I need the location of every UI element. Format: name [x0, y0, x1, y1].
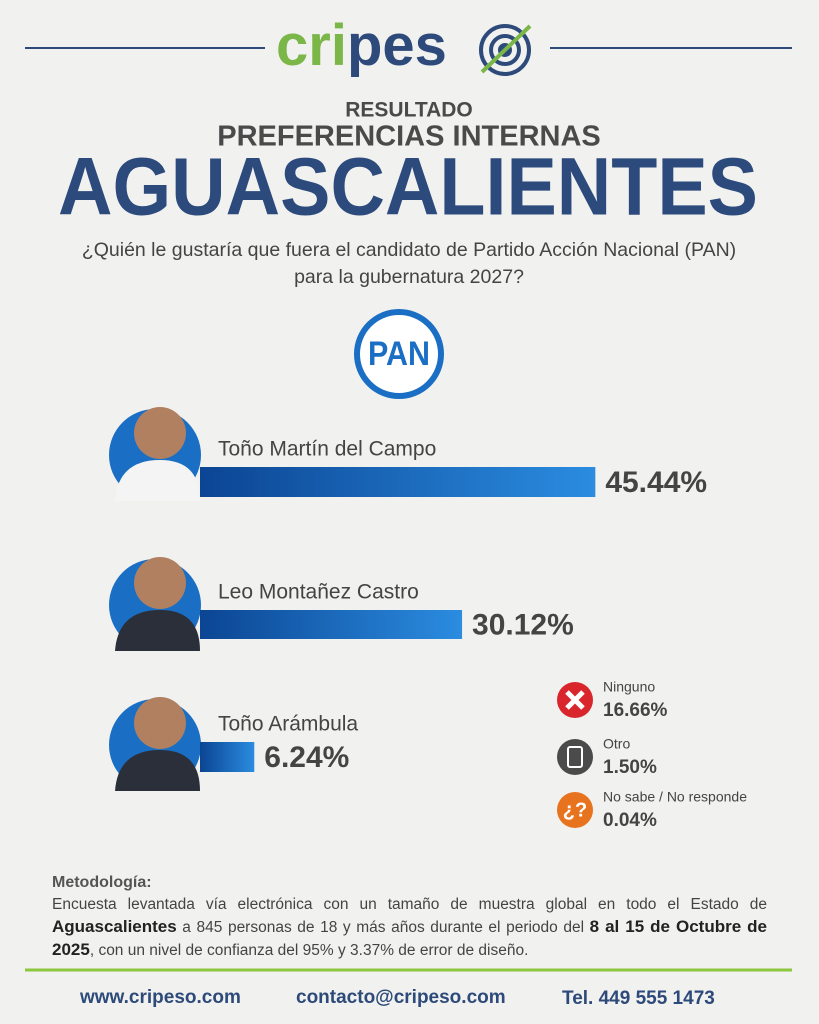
logo: cripes — [276, 13, 447, 78]
other-label: Otro — [603, 736, 630, 752]
party-logo — [354, 309, 444, 399]
bar — [200, 610, 463, 639]
photo-body — [115, 610, 200, 651]
other-value: 16.66% — [603, 700, 668, 721]
footer-phone: Tel. 449 555 1473 — [562, 988, 715, 1009]
subtitle: para la gubernatura 2027? — [294, 266, 524, 288]
title: AGUASCALIENTES — [58, 142, 758, 233]
other-value: 1.50% — [603, 757, 657, 778]
category-label: Toño Arámbula — [218, 713, 358, 736]
other-label: No sabe / No responde — [603, 789, 747, 805]
methodology-text: , con un nivel de confianza del 95% y 3.… — [89, 942, 529, 959]
methodology-text: Aguascalientes — [52, 917, 177, 936]
photo-head — [134, 407, 186, 459]
methodology: Metodología: Encuesta levantada vía elect… — [52, 872, 767, 962]
methodology-text: 8 al 15 de Octubre de 2025 — [52, 917, 767, 959]
party-name: PAN — [368, 335, 430, 373]
other-label: Ninguno — [603, 679, 655, 695]
value-label: 6.24% — [264, 741, 349, 774]
logo-part: pes — [347, 13, 447, 78]
footer-email: contacto@cripeso.com — [296, 987, 506, 1008]
bar — [200, 467, 596, 497]
other-value: 0.04% — [603, 810, 657, 831]
supertitle: PREFERENCIAS INTERNAS — [217, 121, 601, 153]
methodology-text: Encuesta levantada vía electrónica con u… — [52, 896, 767, 913]
logo-part: cri — [276, 13, 347, 78]
other-icon — [557, 739, 593, 775]
methodology-title: Metodología: — [52, 874, 152, 891]
category-label: Toño Martín del Campo — [218, 438, 436, 461]
other-icon — [557, 792, 593, 828]
value-label: 30.12% — [472, 608, 574, 641]
other-icon-text: ¿? — [563, 799, 587, 821]
photo-body — [115, 460, 200, 501]
methodology-text: a 845 personas de 18 y más años durante … — [176, 919, 590, 936]
icon-x — [565, 690, 585, 710]
photo-head — [134, 697, 186, 749]
category-label: Leo Montañez Castro — [218, 581, 419, 604]
bar — [200, 742, 255, 772]
logo-target — [479, 24, 532, 76]
icon-box — [567, 746, 583, 768]
kicker: RESULTADO — [345, 99, 473, 122]
subtitle: ¿Quién le gustaría que fuera el candidat… — [82, 239, 736, 261]
value-label: 45.44% — [605, 466, 707, 499]
photo-head — [134, 557, 186, 609]
footer-web: www.cripeso.com — [79, 987, 241, 1008]
photo-body — [115, 750, 200, 791]
